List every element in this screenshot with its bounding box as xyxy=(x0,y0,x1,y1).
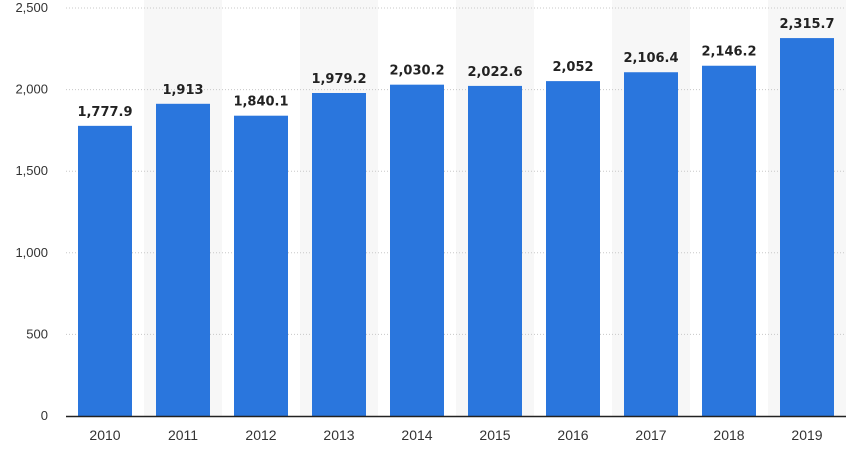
x-axis-tick-labels: 2010 2011 2012 2013 2014 2015 2016 2017 2018 2019 xyxy=(89,427,822,443)
data-label: 1,840.1 xyxy=(233,95,288,110)
data-label: 2,030.2 xyxy=(389,64,444,79)
x-tick-label: 2015 xyxy=(479,427,510,443)
x-tick-label: 2012 xyxy=(245,427,276,443)
bar xyxy=(78,125,132,417)
data-label: 2,315.7 xyxy=(779,17,834,32)
y-tick-label: 500 xyxy=(26,326,48,341)
bar xyxy=(390,84,444,416)
data-labels: 1,777.9 1,913 1,840.1 1,979.2 2,030.2 2,022.6… xyxy=(77,17,834,120)
bar xyxy=(156,103,210,416)
bar xyxy=(312,92,366,416)
bar xyxy=(234,115,288,416)
data-label: 2,106.4 xyxy=(623,51,678,66)
x-tick-label: 2019 xyxy=(791,427,822,443)
bar xyxy=(702,65,756,416)
y-tick-label: 1,000 xyxy=(15,245,48,260)
x-tick-label: 2016 xyxy=(557,427,588,443)
bar xyxy=(624,72,678,416)
data-label: 2,052 xyxy=(552,60,593,75)
bar xyxy=(468,85,522,416)
y-tick-label: 0 xyxy=(41,408,48,423)
data-label: 1,777.9 xyxy=(77,105,132,120)
data-label: 1,979.2 xyxy=(311,72,366,87)
bars xyxy=(78,38,834,417)
x-tick-label: 2018 xyxy=(713,427,744,443)
data-label: 2,146.2 xyxy=(701,45,756,60)
y-tick-label: 1,500 xyxy=(15,163,48,178)
y-axis-tick-labels: 0 500 1,000 1,500 2,000 2,500 xyxy=(15,0,48,423)
data-label: 1,913 xyxy=(162,83,203,98)
bar xyxy=(780,38,834,416)
x-tick-label: 2017 xyxy=(635,427,666,443)
x-tick-label: 2011 xyxy=(168,427,198,443)
x-tick-label: 2010 xyxy=(89,427,120,443)
x-tick-label: 2014 xyxy=(401,427,432,443)
y-tick-label: 2,000 xyxy=(15,82,48,97)
bar xyxy=(546,81,600,417)
data-label: 2,022.6 xyxy=(467,65,522,80)
x-tick-label: 2013 xyxy=(323,427,354,443)
y-tick-label: 2,500 xyxy=(15,0,48,15)
